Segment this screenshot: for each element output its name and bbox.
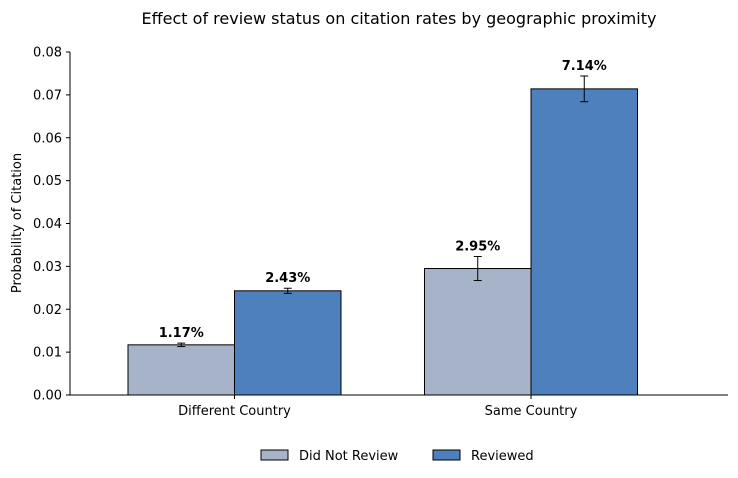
y-axis-label: Probability of Citation [10,153,25,293]
chart-title: Effect of review status on citation rate… [142,9,657,28]
bar-reviewed [530,88,638,396]
data-label: 7.14% [562,59,607,74]
bar-did-not-review [424,268,532,396]
y-tick-label: 0.06 [33,131,62,146]
y-tick-label: 0.08 [33,46,62,61]
data-label: 1.17% [159,326,204,341]
legend: Did Not Review Reviewed [260,449,534,464]
legend-swatch [432,449,461,461]
legend-label: Reviewed [471,449,534,464]
bar-did-not-review [127,344,235,396]
legend-label: Did Not Review [299,449,399,464]
y-tick-label: 0.01 [33,346,62,361]
x-tick-label: Different Country [178,404,291,419]
y-tick-label: 0.07 [33,88,62,103]
y-tick-label: 0.02 [33,303,62,318]
y-tick-label: 0.00 [33,389,62,404]
y-tick-label: 0.05 [33,174,62,189]
y-tick-label: 0.04 [33,217,62,232]
data-label: 2.95% [455,240,500,255]
y-tick-label: 0.03 [33,260,62,275]
plot-area: 0.00 0.01 0.02 0.03 0.04 0.05 0.06 0.07 0.08 1.17… [33,46,728,419]
x-tick-label: Same Country [485,404,578,419]
data-label: 2.43% [265,271,310,286]
bar-reviewed [234,290,342,396]
legend-swatch [260,449,289,461]
